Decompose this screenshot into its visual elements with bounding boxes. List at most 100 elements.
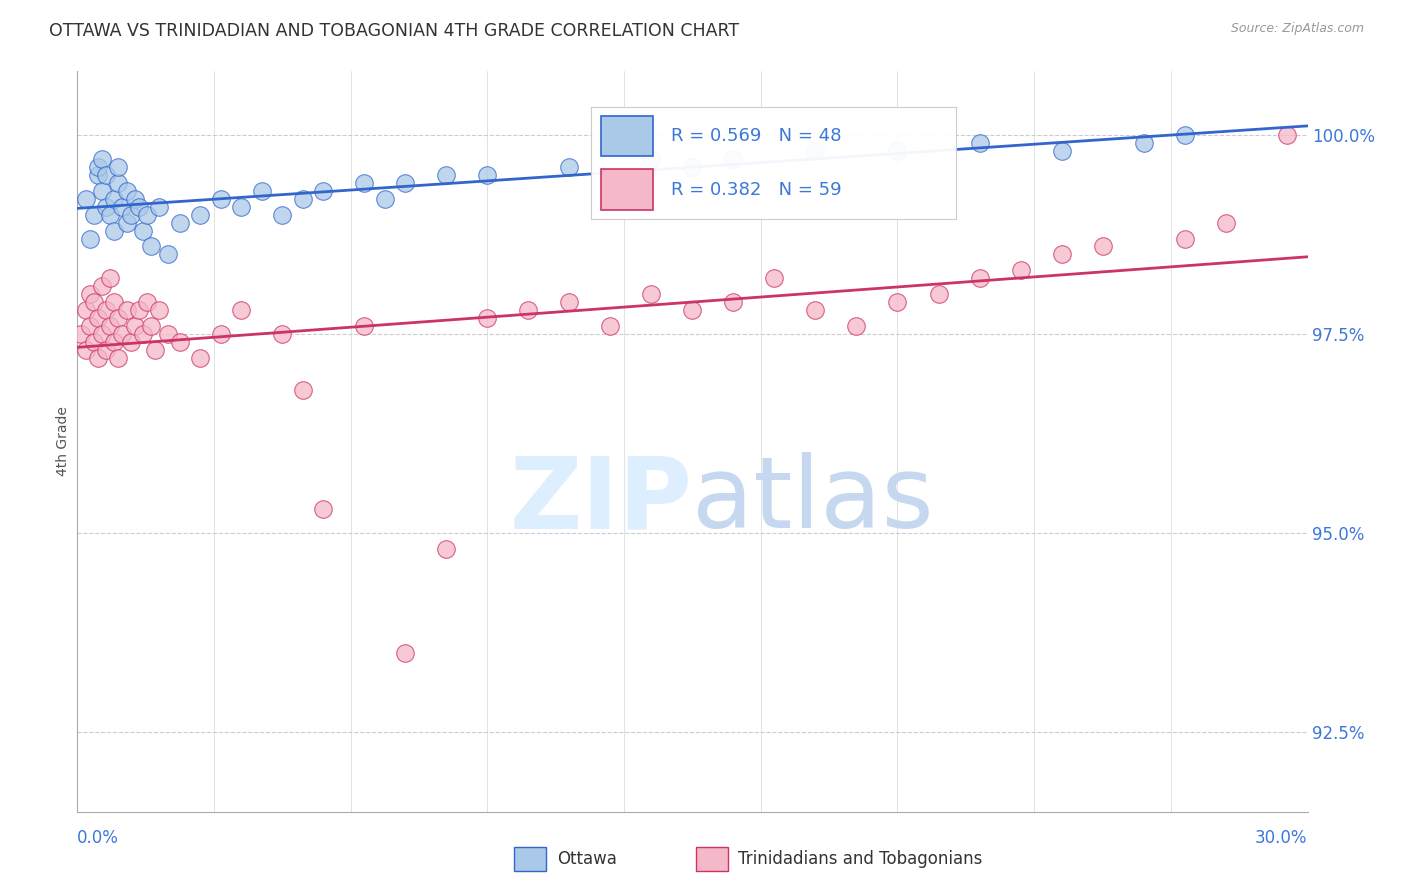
Point — [886, 295, 908, 310]
Text: ZIP: ZIP — [509, 452, 693, 549]
Point — [723, 295, 745, 310]
Y-axis label: 4th Grade: 4th Grade — [56, 407, 70, 476]
Point — [969, 136, 991, 150]
Point — [143, 343, 166, 357]
Text: R = 0.382   N = 59: R = 0.382 N = 59 — [671, 180, 842, 199]
Point — [103, 223, 125, 237]
Point — [132, 223, 155, 237]
Point — [436, 541, 458, 556]
Point — [804, 144, 827, 158]
Point — [111, 200, 134, 214]
Point — [87, 311, 110, 326]
Point — [87, 168, 110, 182]
Point — [141, 319, 163, 334]
Text: Source: ZipAtlas.com: Source: ZipAtlas.com — [1230, 22, 1364, 36]
Point — [107, 351, 129, 365]
Point — [94, 303, 117, 318]
Point — [90, 279, 114, 293]
Point — [136, 208, 159, 222]
Point — [291, 383, 314, 397]
Point — [558, 295, 581, 310]
Bar — [602, 169, 652, 210]
Point — [169, 216, 191, 230]
Point — [75, 192, 97, 206]
Point — [83, 334, 105, 349]
Point — [1132, 136, 1154, 150]
Point — [271, 208, 294, 222]
Point — [682, 160, 704, 174]
Point — [517, 303, 540, 318]
Point — [886, 144, 908, 158]
Point — [477, 311, 499, 326]
Point — [115, 184, 138, 198]
Point — [599, 319, 621, 334]
Point — [231, 303, 253, 318]
Point — [70, 327, 93, 342]
Point — [115, 303, 138, 318]
Point — [87, 351, 110, 365]
Point — [558, 160, 581, 174]
Point — [394, 646, 416, 660]
Point — [640, 152, 662, 166]
Point — [763, 271, 786, 285]
Point — [148, 200, 170, 214]
Point — [75, 343, 97, 357]
Point — [90, 184, 114, 198]
Point — [169, 334, 191, 349]
Point — [98, 208, 121, 222]
Point — [1174, 231, 1197, 245]
Point — [124, 319, 146, 334]
Point — [107, 176, 129, 190]
Point — [132, 327, 155, 342]
Text: Trinidadians and Tobagonians: Trinidadians and Tobagonians — [738, 849, 983, 868]
Point — [1050, 144, 1073, 158]
Text: 30.0%: 30.0% — [1256, 830, 1308, 847]
Point — [124, 192, 146, 206]
Point — [83, 295, 105, 310]
Text: OTTAWA VS TRINIDADIAN AND TOBAGONIAN 4TH GRADE CORRELATION CHART: OTTAWA VS TRINIDADIAN AND TOBAGONIAN 4TH… — [49, 22, 740, 40]
Point — [107, 311, 129, 326]
Point — [312, 184, 335, 198]
Point — [845, 319, 868, 334]
Point — [1174, 128, 1197, 142]
Point — [103, 334, 125, 349]
Point — [1275, 128, 1298, 142]
Point — [79, 287, 101, 301]
Point — [156, 247, 179, 261]
Text: R = 0.569   N = 48: R = 0.569 N = 48 — [671, 127, 841, 145]
Point — [120, 334, 142, 349]
Point — [120, 208, 142, 222]
Point — [98, 271, 121, 285]
Point — [111, 327, 134, 342]
Point — [188, 208, 212, 222]
Point — [141, 239, 163, 253]
Point — [353, 176, 375, 190]
Text: atlas: atlas — [693, 452, 934, 549]
Bar — [696, 847, 728, 871]
Point — [90, 327, 114, 342]
Point — [79, 231, 101, 245]
Point — [128, 200, 150, 214]
Point — [209, 192, 232, 206]
Point — [477, 168, 499, 182]
Point — [83, 208, 105, 222]
Point — [291, 192, 314, 206]
Point — [103, 295, 125, 310]
Point — [148, 303, 170, 318]
Point — [209, 327, 232, 342]
Point — [1010, 263, 1032, 277]
Point — [115, 216, 138, 230]
Point — [312, 502, 335, 516]
Point — [353, 319, 375, 334]
Point — [969, 271, 991, 285]
Point — [94, 200, 117, 214]
Point — [75, 303, 97, 318]
Point — [128, 303, 150, 318]
Point — [94, 168, 117, 182]
Point — [98, 319, 121, 334]
Bar — [515, 847, 546, 871]
Point — [374, 192, 396, 206]
Point — [804, 303, 827, 318]
Point — [94, 343, 117, 357]
Point — [1091, 239, 1114, 253]
